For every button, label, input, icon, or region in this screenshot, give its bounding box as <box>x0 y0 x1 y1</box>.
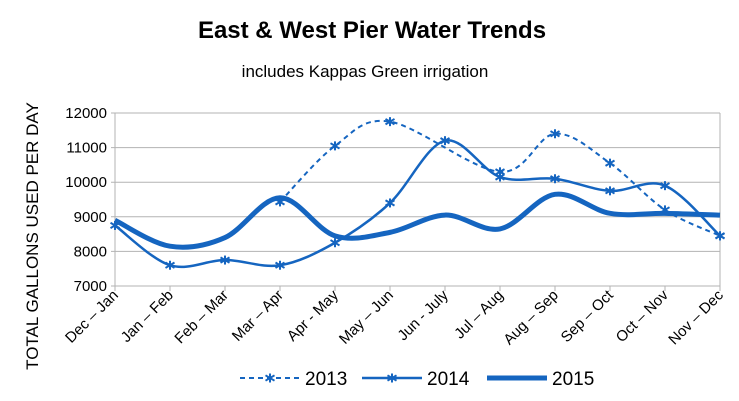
x-tick-label: Feb – Mar <box>171 287 231 347</box>
data-point <box>659 182 671 190</box>
y-tick-label: 7000 <box>74 278 107 295</box>
legend-label: 2013 <box>305 369 347 390</box>
y-axis-label: TOTAL GALLONS USED PER DAY <box>23 102 42 370</box>
x-tick-label: Nov – Dec <box>665 286 727 348</box>
series-2015 <box>113 191 721 250</box>
series-2014 <box>109 136 726 270</box>
chart-title: East & West Pier Water Trends <box>198 17 546 44</box>
data-point <box>329 142 341 150</box>
series-2013 <box>274 117 726 241</box>
x-tick-label: Apr - May <box>284 286 342 344</box>
legend-label: 2014 <box>427 369 470 390</box>
data-point <box>659 206 671 214</box>
data-point <box>714 232 726 240</box>
data-point <box>219 256 231 264</box>
legend-marker <box>386 374 398 382</box>
x-tick-label: Mar – Apr <box>229 287 287 345</box>
data-point <box>494 173 506 181</box>
data-point <box>274 198 286 206</box>
data-point <box>494 168 506 176</box>
y-tick-label: 10000 <box>65 174 107 191</box>
data-point <box>549 175 561 183</box>
data-point <box>439 137 451 145</box>
data-point <box>549 130 561 138</box>
y-tick-label: 11000 <box>66 140 107 157</box>
chart-subtitle: includes Kappas Green irrigation <box>242 62 489 81</box>
x-tick-label: Jul – Aug <box>451 287 507 343</box>
y-tick-label: 8000 <box>74 243 107 260</box>
series-line <box>113 191 721 250</box>
x-tick-label: Aug – Sep <box>500 287 562 349</box>
y-tick-label: 9000 <box>74 209 107 226</box>
data-point <box>604 159 616 167</box>
data-point <box>384 118 396 126</box>
data-point <box>384 199 396 207</box>
legend-item: 2015 <box>487 369 594 390</box>
data-point <box>164 261 176 269</box>
x-tick-label: Oct – Nov <box>613 286 673 346</box>
data-point <box>329 239 341 247</box>
x-tick-label: Jan – Feb <box>118 287 177 346</box>
x-tick-label: May – Jun <box>336 287 397 348</box>
legend-item: 2013 <box>240 369 347 390</box>
x-tick-label: Dec – Jan <box>62 287 122 347</box>
data-point <box>604 187 616 195</box>
data-point <box>109 221 121 230</box>
legend-label: 2015 <box>552 369 594 390</box>
y-tick-label: 12000 <box>65 105 107 122</box>
legend-marker <box>264 374 276 382</box>
data-point <box>274 261 286 269</box>
legend-item: 2014 <box>362 369 470 390</box>
x-tick-label: Sep – Oct <box>558 286 618 346</box>
x-tick-label: Jun - July <box>394 286 452 344</box>
series-line <box>114 139 721 269</box>
